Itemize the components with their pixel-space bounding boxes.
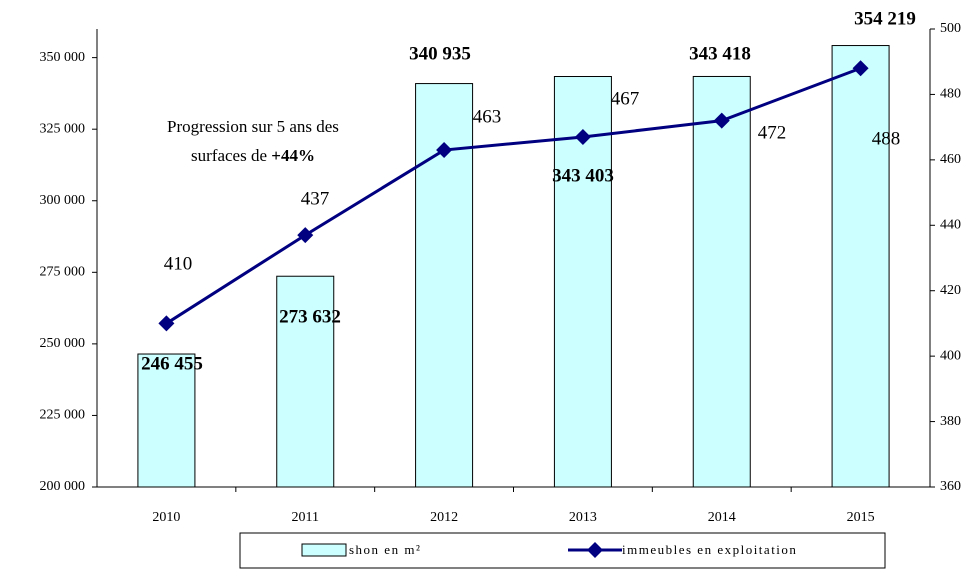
y-tick-label: 225 000 <box>40 408 86 423</box>
annotation: surfaces de +44% <box>191 146 315 165</box>
x-tick-label: 2010 <box>152 510 180 525</box>
legend-label: immeubles en exploitation <box>622 542 797 557</box>
bar <box>831 45 890 488</box>
line-marker <box>297 227 314 244</box>
annotation-background <box>130 108 380 170</box>
value-label: 343 403 <box>552 165 614 186</box>
x-tick-label: 2015 <box>847 510 875 525</box>
y2-tick-label: 460 <box>940 152 961 167</box>
y2-tick-label: 400 <box>940 348 961 363</box>
line-marker <box>713 112 730 129</box>
y-tick-label: 350 000 <box>40 50 86 65</box>
y2-tick-label: 360 <box>940 479 961 494</box>
x-tick-label: 2014 <box>708 510 736 525</box>
annotation: Progression sur 5 ans des <box>167 117 339 136</box>
y2-tick-label: 500 <box>940 21 961 36</box>
x-tick-label: 2013 <box>569 510 597 525</box>
x-tick-label: 2012 <box>430 510 458 525</box>
y2-tick-label: 420 <box>940 283 961 298</box>
value-label: 343 418 <box>689 43 751 64</box>
y-tick-label: 300 000 <box>40 193 86 208</box>
line-value-label: 437 <box>301 188 330 209</box>
line <box>165 66 862 325</box>
annotation: surfaces de <box>191 146 271 165</box>
line-value-label: 488 <box>872 128 901 149</box>
plot-area: 200 000 225 000 250 000 275 000 300 000 325 0… <box>40 8 962 525</box>
legend-label: shon en m² <box>349 542 421 557</box>
line-value-label: 463 <box>473 106 502 127</box>
value-label: 340 935 <box>409 43 471 64</box>
x-tick-label: 2011 <box>292 510 319 525</box>
line-marker <box>852 60 869 77</box>
line-value-label: 410 <box>164 253 193 274</box>
legend-swatch <box>301 543 347 557</box>
line-value-label: 472 <box>758 122 787 143</box>
y-tick-label: 275 000 <box>40 265 86 280</box>
annotation-highlight: +44% <box>271 146 315 165</box>
line-marker <box>436 142 453 159</box>
y-tick-label: 200 000 <box>40 479 86 494</box>
y-tick-label: 325 000 <box>40 121 86 136</box>
y-tick-label: 250 000 <box>40 336 86 351</box>
y2-tick-label: 440 <box>940 218 961 233</box>
legend-marker <box>587 542 603 558</box>
value-label: 354 219 <box>854 8 916 29</box>
line-marker <box>158 315 175 332</box>
bar <box>276 275 335 488</box>
y2-tick-label: 480 <box>940 87 961 102</box>
bar <box>137 353 196 488</box>
bar <box>692 75 751 488</box>
line-marker <box>574 128 591 145</box>
value-label: 273 632 <box>279 306 341 327</box>
legend <box>239 532 886 569</box>
y2-tick-label: 380 <box>940 414 961 429</box>
line-value-label: 467 <box>611 88 640 109</box>
value-label: 246 455 <box>141 353 203 374</box>
